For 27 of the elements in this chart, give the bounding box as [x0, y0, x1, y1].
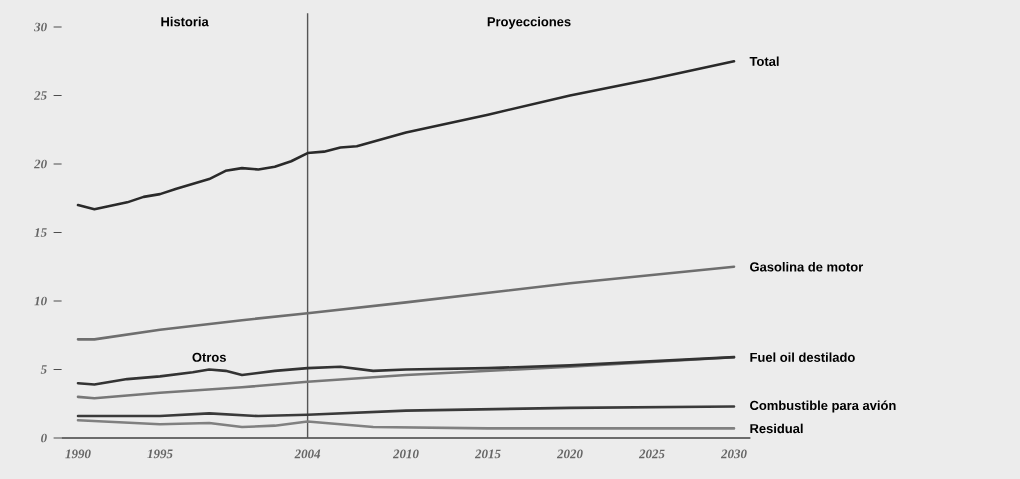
x-tick-label: 1990 [65, 449, 91, 459]
x-tick-label: 2020 [556, 449, 583, 459]
x-tick-label: 2030 [720, 449, 747, 459]
line-series [76, 265, 736, 341]
series-label: Residual [750, 423, 803, 434]
annotation: Historia [161, 16, 209, 27]
line-series [76, 418, 736, 430]
series-label: Combustible para avión [750, 400, 896, 413]
series-label: Gasolina de motor [750, 261, 864, 272]
y-tick-label: 20 [33, 159, 47, 169]
x-tick-label: 2010 [392, 449, 419, 459]
x-tick-label: 2004 [294, 449, 321, 459]
x-tick-label: 1995 [147, 449, 173, 459]
annotation: Proyecciones [487, 16, 571, 29]
y-tick-label: 30 [34, 22, 47, 32]
series-label: Otros [192, 352, 226, 362]
y-tick-label: 5 [40, 365, 47, 374]
x-tick-label: 2025 [638, 449, 665, 459]
series-label: Fuel oil destilado [750, 352, 855, 362]
y-tick-label: 15 [34, 228, 47, 237]
line-series [76, 405, 736, 418]
line-series [76, 59, 736, 211]
x-tick-label: 2015 [474, 449, 501, 459]
y-tick-label: 25 [33, 91, 47, 100]
y-tick-label: 0 [41, 433, 47, 443]
series-label: Total [749, 56, 779, 66]
y-tick-label: 10 [34, 296, 47, 306]
